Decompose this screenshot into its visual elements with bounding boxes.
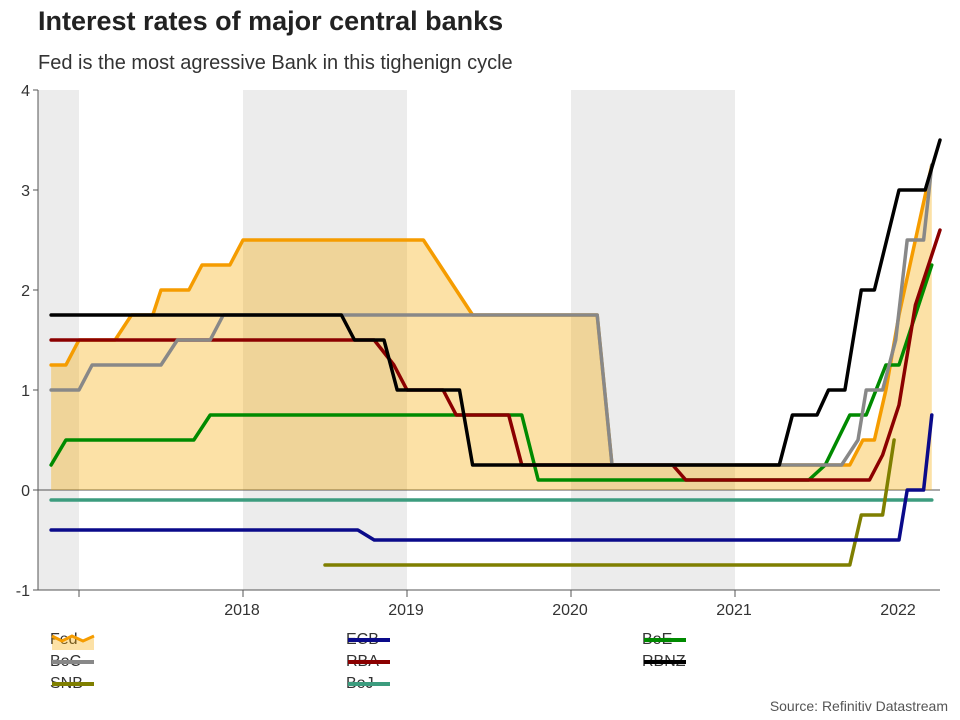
legend-item-boc: BoC (50, 652, 94, 672)
chart-subtitle: Fed is the most agressive Bank in this t… (38, 52, 513, 74)
x-tick-label-2019: 2019 (388, 602, 424, 619)
legend-swatch-boe (644, 638, 686, 642)
x-tick-label-2020: 2020 (552, 602, 588, 619)
legend-item-boj: BoJ (346, 674, 390, 694)
legend-swatch-fed (51, 634, 95, 650)
x-tick-label-2018: 2018 (224, 602, 260, 619)
series-line-rbnz (49, 138, 942, 467)
legend-item-boe: BoE (642, 630, 686, 650)
legend-item-rba: RBA (346, 652, 390, 672)
series-line-ecb (49, 413, 934, 542)
y-tick-label-1: 1 (21, 383, 30, 400)
legend-swatch-ecb (348, 638, 390, 642)
legend-item-snb: SNB (50, 674, 94, 694)
x-tick-label-2022: 2022 (880, 602, 916, 619)
legend-swatch-snb (52, 682, 94, 686)
series-area-fed (51, 165, 932, 490)
legend-item-fed: Fed (50, 630, 95, 650)
series-line-fed (49, 163, 934, 467)
y-tick-label-3: 3 (21, 183, 30, 200)
x-tick-label-2021: 2021 (716, 602, 752, 619)
legend-item-ecb: ECB (346, 630, 390, 650)
series-line-snb (323, 438, 896, 567)
y-tick-label-0: 0 (21, 483, 30, 500)
y-tick-label-2: 2 (21, 283, 30, 300)
legend-swatch-boc (52, 660, 94, 664)
legend-item-rbnz: RBNZ (642, 652, 686, 672)
y-tick-label-4: 4 (21, 83, 30, 100)
legend-swatch-rba (348, 660, 390, 664)
legend-swatch-rbnz (644, 660, 686, 664)
legend-swatch-boj (348, 682, 390, 686)
source-note: Source: Refinitiv Datastream (769, 698, 948, 714)
y-tick-label--1: -1 (16, 583, 30, 600)
chart-title: Interest rates of major central banks (38, 6, 504, 36)
